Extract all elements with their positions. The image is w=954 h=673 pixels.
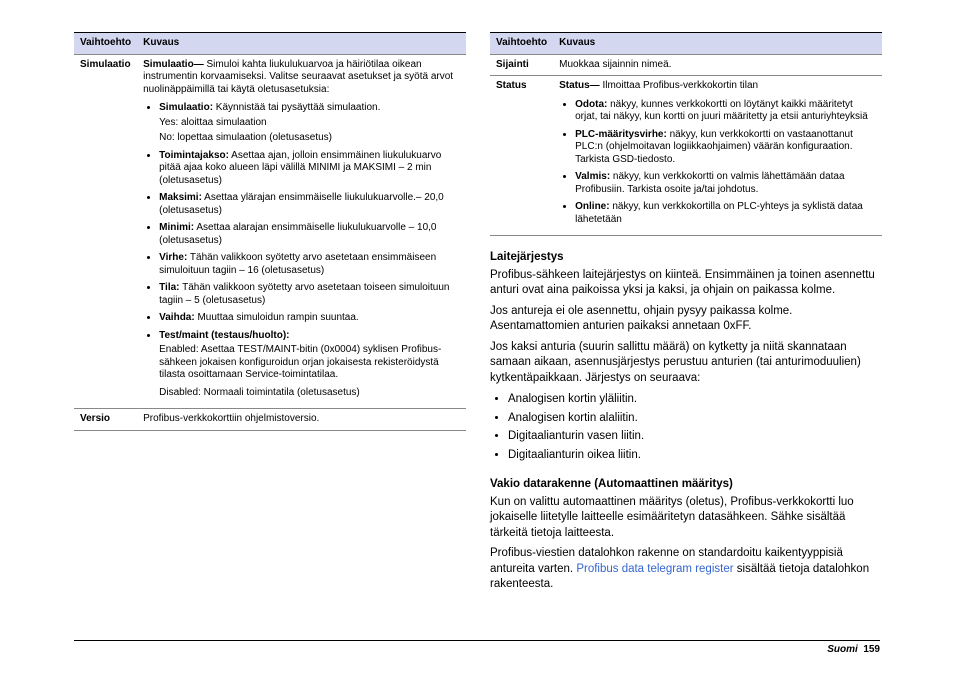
heading-laitejarjestys: Laitejärjestys xyxy=(490,250,882,266)
option-versio: Versio xyxy=(74,409,137,431)
paragraph: Profibus-sähkeen laitejärjestys on kiint… xyxy=(490,268,882,299)
page-footer: Suomi 159 xyxy=(74,640,880,655)
table-row: Sijainti Muokkaa sijainnin nimeä. xyxy=(490,54,882,76)
options-table-left: Vaihtoehto Kuvaus Simulaatio Simulaatio—… xyxy=(74,32,466,431)
col-header-option: Vaihtoehto xyxy=(74,33,137,55)
body-text: Laitejärjestys Profibus-sähkeen laitejär… xyxy=(490,250,882,593)
list-item: Simulaatio: Käynnistää tai pysäyttää sim… xyxy=(159,102,460,145)
simulaatio-list: Simulaatio: Käynnistää tai pysäyttää sim… xyxy=(143,102,460,399)
page: Vaihtoehto Kuvaus Simulaatio Simulaatio—… xyxy=(0,0,954,673)
right-column: Vaihtoehto Kuvaus Sijainti Muokkaa sijai… xyxy=(490,32,882,598)
option-simulaatio: Simulaatio xyxy=(74,54,137,409)
list-item: Digitaalianturin vasen liitin. xyxy=(508,429,882,445)
list-item: Minimi: Asettaa alarajan ensimmäiselle l… xyxy=(159,222,460,247)
col-header-option: Vaihtoehto xyxy=(490,33,553,55)
table-header-row: Vaihtoehto Kuvaus xyxy=(490,33,882,55)
col-header-description: Kuvaus xyxy=(553,33,882,55)
list-item: Virhe: Tähän valikkoon syötetty arvo ase… xyxy=(159,252,460,277)
list-item: Maksimi: Asettaa ylärajan ensimmäiselle … xyxy=(159,192,460,217)
desc-versio: Profibus-verkkokorttiin ohjelmistoversio… xyxy=(137,409,466,431)
paragraph: Jos kaksi anturia (suurin sallittu määrä… xyxy=(490,340,882,387)
desc-simulaatio: Simulaatio— Simuloi kahta liukulukuarvoa… xyxy=(137,54,466,409)
list-item: Toimintajakso: Asettaa ajan, jolloin ens… xyxy=(159,150,460,188)
paragraph: Profibus-viestien datalohkon rakenne on … xyxy=(490,546,882,593)
list-item: Analogisen kortin alaliitin. xyxy=(508,411,882,427)
table-header-row: Vaihtoehto Kuvaus xyxy=(74,33,466,55)
desc-sijainti: Muokkaa sijainnin nimeä. xyxy=(553,54,882,76)
paragraph: Kun on valittu automaattinen määritys (o… xyxy=(490,495,882,542)
intro-bold: Simulaatio— xyxy=(143,59,204,70)
table-row: Versio Profibus-verkkokorttiin ohjelmist… xyxy=(74,409,466,431)
list-item: PLC-määritysvirhe: näkyy, kun verkkokort… xyxy=(575,129,876,167)
option-status: Status xyxy=(490,76,553,236)
link-profibus-register[interactable]: Profibus data telegram register xyxy=(576,563,733,575)
list-item: Valmis: näkyy, kun verkkokortti on valmi… xyxy=(575,171,876,196)
desc-status: Status— Ilmoittaa Profibus-verkkokortin … xyxy=(553,76,882,236)
order-list: Analogisen kortin yläliitin. Analogisen … xyxy=(490,392,882,463)
list-item: Vaihda: Muuttaa simuloidun rampin suunta… xyxy=(159,312,460,325)
list-item: Tila: Tähän valikkoon syötetty arvo aset… xyxy=(159,282,460,307)
footer-page-number: 159 xyxy=(863,644,880,655)
left-column: Vaihtoehto Kuvaus Simulaatio Simulaatio—… xyxy=(74,32,466,598)
paragraph: Jos antureja ei ole asennettu, ohjain py… xyxy=(490,304,882,335)
status-list: Odota: näkyy, kunnes verkkokortti on löy… xyxy=(559,99,876,227)
list-item: Test/maint (testaus/huolto): Enabled: As… xyxy=(159,330,460,400)
list-item: Digitaalianturin oikea liitin. xyxy=(508,448,882,464)
option-sijainti: Sijainti xyxy=(490,54,553,76)
list-item: Online: näkyy, kun verkkokortilla on PLC… xyxy=(575,201,876,226)
heading-vakio-datarakenne: Vakio datarakenne (Automaattinen määrity… xyxy=(490,477,882,493)
table-row: Status Status— Ilmoittaa Profibus-verkko… xyxy=(490,76,882,236)
options-table-right: Vaihtoehto Kuvaus Sijainti Muokkaa sijai… xyxy=(490,32,882,236)
two-column-layout: Vaihtoehto Kuvaus Simulaatio Simulaatio—… xyxy=(74,32,880,598)
list-item: Odota: näkyy, kunnes verkkokortti on löy… xyxy=(575,99,876,124)
table-row: Simulaatio Simulaatio— Simuloi kahta liu… xyxy=(74,54,466,409)
list-item: Analogisen kortin yläliitin. xyxy=(508,392,882,408)
col-header-description: Kuvaus xyxy=(137,33,466,55)
footer-language: Suomi xyxy=(827,644,858,655)
